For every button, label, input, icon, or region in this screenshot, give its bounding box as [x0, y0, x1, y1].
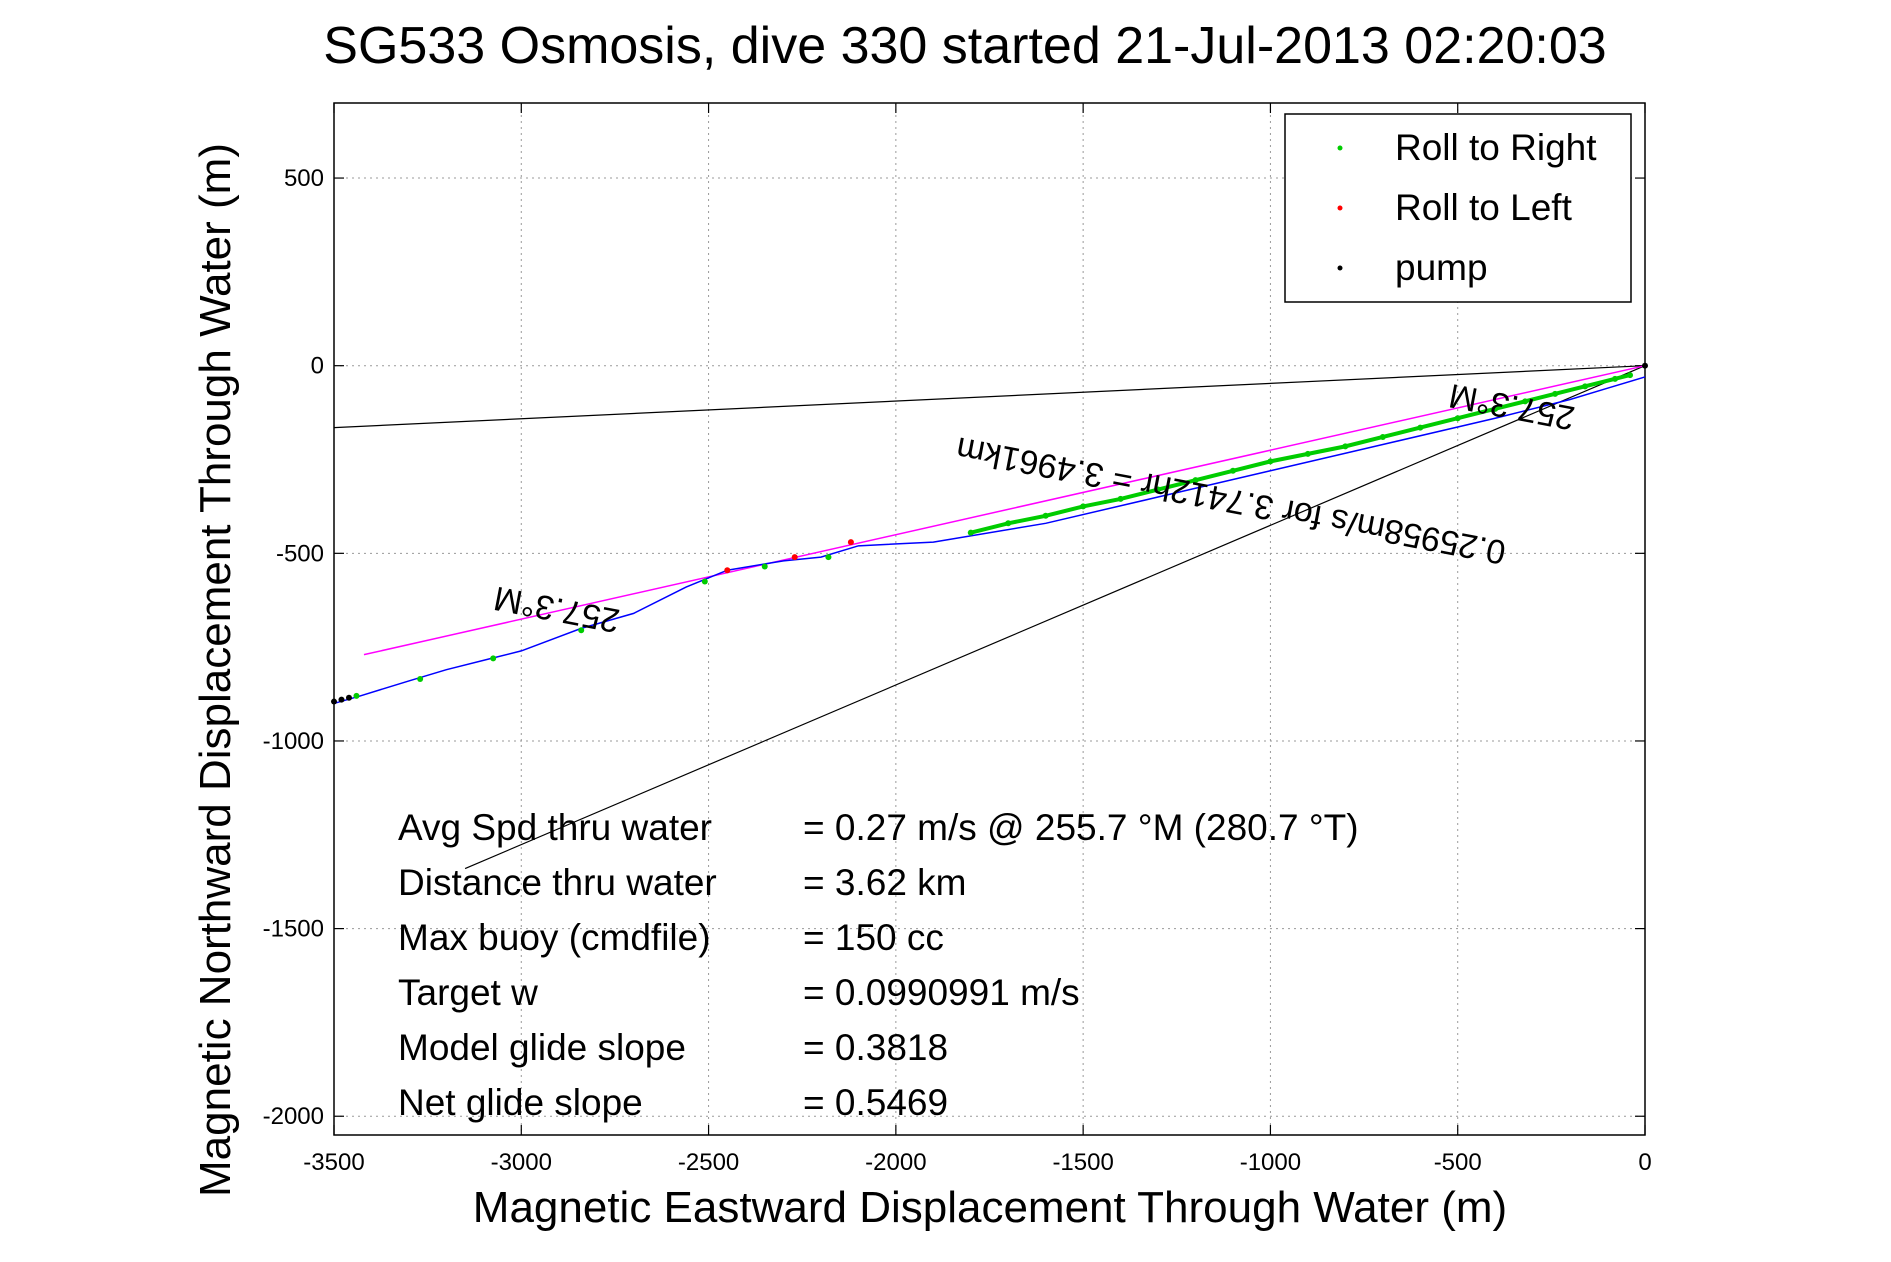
roll-right-point: [1379, 433, 1386, 440]
y-axis-label: Magnetic Northward Displacement Through …: [191, 143, 240, 1197]
x-tick-label: -500: [1434, 1149, 1482, 1176]
roll-right-point: [1342, 443, 1349, 450]
pump-point: [345, 694, 352, 701]
cone-line: [333, 365, 1646, 429]
roll-right-point: [1192, 477, 1199, 484]
roll-right-point: [1080, 503, 1087, 510]
plot-frame: [333, 102, 1646, 1136]
x-tick-label: -1000: [1240, 1149, 1301, 1176]
roll-right-point: [967, 529, 974, 536]
track-layer: [333, 376, 1646, 705]
stat-label: Max buoy (cmdfile): [398, 917, 711, 958]
y-tick-label: 0: [311, 353, 324, 380]
stat-label: Model glide slope: [398, 1027, 686, 1068]
legend-label: Roll to Right: [1395, 127, 1597, 168]
stat-value: = 0.5469: [803, 1082, 948, 1123]
legend-marker: [1337, 145, 1343, 151]
x-tick-label: -3000: [491, 1149, 552, 1176]
roll-right-point: [1417, 424, 1424, 431]
legend: Roll to Right Roll to Left pump: [1284, 113, 1632, 303]
roll-right-point: [701, 578, 708, 585]
roll-right-point: [825, 554, 832, 561]
roll-right-point: [1612, 375, 1619, 382]
stats-block: Avg Spd thru water = 0.27 m/s @ 255.7 °M …: [398, 807, 1359, 1123]
stat-label: Distance thru water: [398, 862, 717, 903]
stat-value: = 3.62 km: [803, 862, 967, 903]
heading-line: [363, 364, 1646, 656]
y-tick-label: -1000: [263, 728, 324, 755]
x-tick-label: -3500: [303, 1149, 364, 1176]
stat-value: = 0.0990991 m/s: [803, 972, 1080, 1013]
annotation-layer: 257.3°M 0.25958m/s for 3.7412hr = 3.4961k…: [491, 376, 1578, 640]
roll-right-point: [1492, 405, 1499, 412]
roll-right-point: [1042, 512, 1049, 519]
grid: [334, 103, 1645, 1135]
roll-right-point: [490, 655, 497, 662]
roll-right-point: [1117, 495, 1124, 502]
pump-point: [331, 698, 337, 705]
chart-title: SG533 Osmosis, dive 330 started 21-Jul-2…: [323, 17, 1606, 75]
roll-right-point: [1229, 467, 1236, 474]
roll-right-point: [1155, 486, 1162, 493]
stat-value: = 150 cc: [803, 917, 944, 958]
legend-label: pump: [1395, 247, 1488, 288]
stat-label: Target w: [398, 972, 538, 1013]
y-tick-label: -2000: [263, 1103, 324, 1130]
roll-right-point: [1267, 458, 1274, 465]
legend-marker: [1337, 205, 1343, 211]
cone-line: [464, 365, 1646, 870]
y-tick-label: -1500: [263, 916, 324, 943]
annotation-label: 257.3°M: [491, 579, 623, 640]
marker-layer: [331, 362, 1648, 705]
x-tick-label: -1500: [1052, 1149, 1113, 1176]
roll-right-point: [1005, 520, 1012, 527]
heading-line-layer: [363, 364, 1646, 656]
roll-right-point: [1304, 450, 1311, 457]
roll-right-point: [353, 692, 360, 699]
roll-left-point: [847, 539, 854, 546]
x-tick-label: -2500: [678, 1149, 739, 1176]
roll-left-point: [724, 567, 731, 574]
annotation-label: 0.25958m/s for 3.7412hr = 3.4961km: [953, 429, 1509, 571]
roll-right-point: [417, 676, 424, 683]
y-tick-label: 500: [284, 165, 324, 192]
roll-right-point: [761, 563, 768, 570]
axis-ticks: -3500 -3000 -2500 -2000 -1500 -1000 -500 0 500 0 -…: [263, 103, 1652, 1176]
legend-box: [1284, 113, 1632, 303]
stat-value: = 0.27 m/s @ 255.7 °M (280.7 °T): [803, 807, 1359, 848]
pump-point: [1642, 362, 1648, 369]
roll-right-band: [970, 373, 1631, 535]
y-tick-label: -500: [276, 540, 324, 567]
roll-right-point: [1627, 372, 1634, 379]
roll-left-point: [791, 554, 798, 561]
stat-value: = 0.3818: [803, 1027, 948, 1068]
pump-point: [338, 696, 345, 703]
x-tick-label: -2000: [865, 1149, 926, 1176]
legend-label: Roll to Left: [1395, 187, 1573, 228]
cone-lines: [333, 365, 1646, 870]
track-line: [333, 376, 1646, 705]
roll-right-point: [1552, 390, 1559, 397]
roll-right-point: [1522, 398, 1529, 405]
roll-right-point: [1582, 383, 1589, 390]
x-tick-label: 0: [1638, 1149, 1651, 1176]
stat-label: Avg Spd thru water: [398, 807, 712, 848]
x-axis-label: Magnetic Eastward Displacement Through W…: [473, 1183, 1507, 1232]
legend-marker: [1337, 265, 1343, 271]
roll-right-point: [578, 627, 585, 634]
stat-label: Net glide slope: [398, 1082, 643, 1123]
roll-right-point: [1454, 415, 1461, 422]
